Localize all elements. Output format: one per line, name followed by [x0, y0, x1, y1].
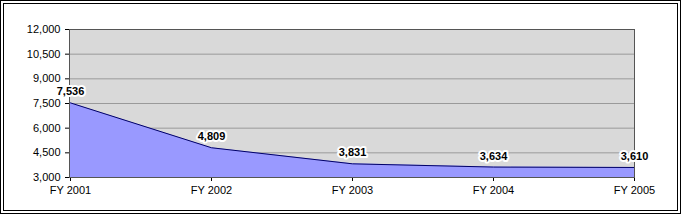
svg-text:9,000: 9,000 — [33, 72, 61, 84]
svg-text:6,000: 6,000 — [33, 122, 61, 134]
svg-text:3,634: 3,634 — [480, 150, 508, 162]
svg-text:7,536: 7,536 — [57, 85, 85, 97]
svg-text:7,500: 7,500 — [33, 97, 61, 109]
svg-text:4,809: 4,809 — [198, 130, 226, 142]
svg-text:FY 2003: FY 2003 — [332, 184, 373, 196]
svg-text:10,500: 10,500 — [27, 48, 61, 60]
svg-text:3,610: 3,610 — [621, 150, 649, 162]
svg-text:FY 2002: FY 2002 — [191, 184, 232, 196]
svg-text:4,500: 4,500 — [33, 146, 61, 158]
svg-text:FY 2001: FY 2001 — [50, 184, 91, 196]
svg-text:3,000: 3,000 — [33, 171, 61, 183]
svg-text:FY 2005: FY 2005 — [614, 184, 655, 196]
svg-text:3,831: 3,831 — [339, 146, 367, 158]
svg-text:FY 2004: FY 2004 — [473, 184, 514, 196]
svg-text:12,000: 12,000 — [27, 23, 61, 35]
